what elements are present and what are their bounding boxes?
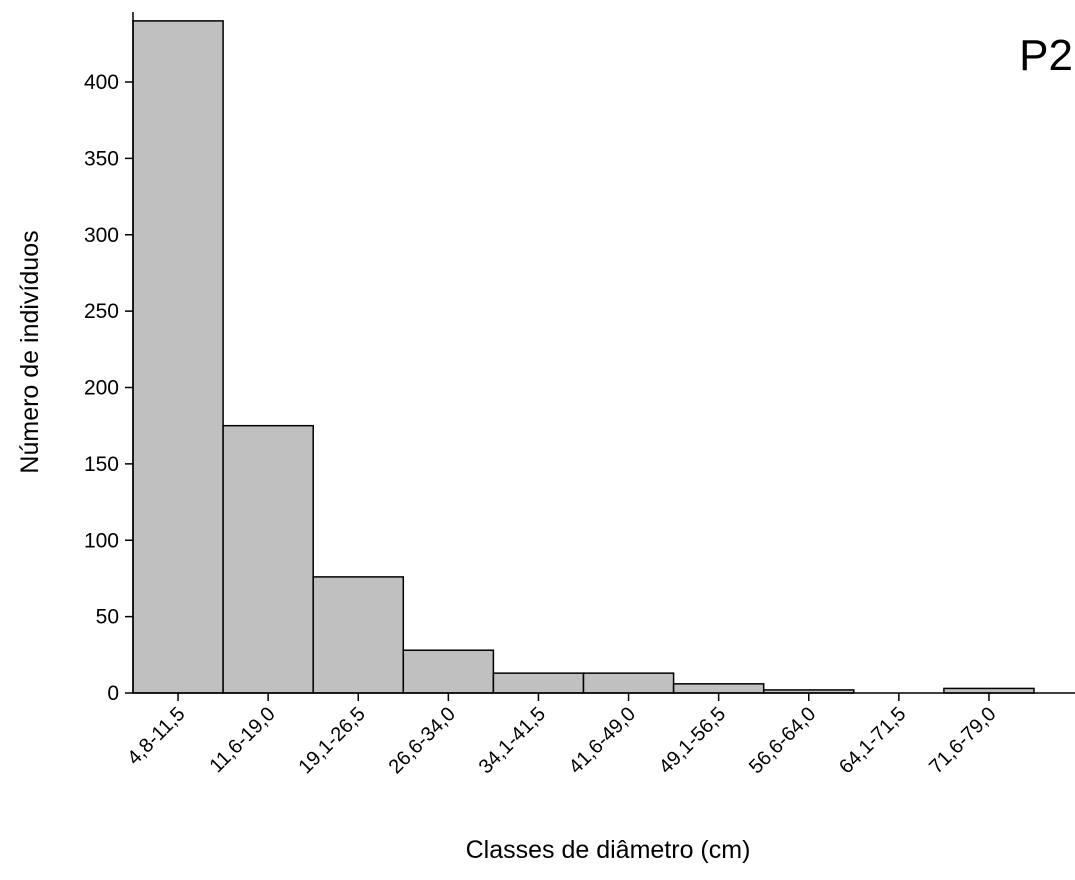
x-tick-label: 56,6-64,0 — [745, 703, 820, 778]
x-tick-label: 49,1-56,5 — [655, 703, 730, 778]
x-tick-label: 4,8-11,5 — [123, 703, 189, 769]
x-ticks-group: 4,8-11,5 11,6-19,0 19,1-26,5 26,6-34,0 34,1-… — [123, 693, 1000, 778]
y-tick-label: 350 — [84, 147, 119, 170]
bar-4 — [492, 672, 585, 694]
x-tick-label: 41,6-49,0 — [565, 703, 640, 778]
x-axis-title: Classes de diâmetro (cm) — [466, 836, 751, 864]
bar-1 — [222, 424, 314, 694]
bar-5 — [582, 672, 675, 694]
bar-6 — [672, 683, 765, 694]
y-tick-label: 0 — [107, 682, 119, 705]
x-tick-label: 71,6-79,0 — [925, 703, 1000, 778]
bar-2 — [312, 576, 405, 694]
y-tick-label: 100 — [84, 529, 119, 552]
y-axis-title: Número de indivíduos — [16, 230, 44, 473]
x-tick-label: 34,1-41,5 — [475, 703, 550, 778]
bars-group — [132, 20, 1035, 694]
x-tick-label: 19,1-26,5 — [294, 703, 369, 778]
bar-3 — [402, 649, 495, 694]
y-tick-label: 200 — [84, 377, 119, 400]
y-tick-label: 150 — [84, 453, 119, 476]
bar-0 — [132, 20, 224, 694]
y-ticks-group: 0 50 100 150 200 250 300 350 400 — [84, 71, 133, 705]
y-tick-label: 300 — [84, 224, 119, 247]
panel-label: P2 — [1019, 31, 1073, 80]
y-tick-label: 250 — [84, 300, 119, 323]
x-tick-label: 26,6-34,0 — [385, 703, 460, 778]
x-tick-label: 64,1-71,5 — [835, 703, 910, 778]
y-tick-label: 400 — [84, 71, 119, 94]
x-tick-label: 11,6-19,0 — [205, 703, 279, 777]
y-tick-label: 50 — [96, 606, 119, 629]
